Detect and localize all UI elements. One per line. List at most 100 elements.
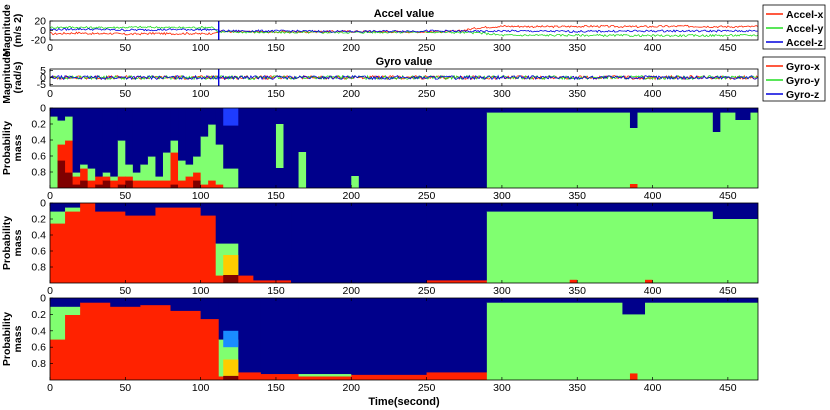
x-tick-label: 250: [418, 88, 436, 100]
y-tick-label: 20: [34, 16, 46, 28]
x-tick-label: 400: [644, 382, 662, 394]
area-overlay-green-1: [275, 124, 284, 168]
area-green-seg-0: [50, 306, 66, 340]
area-navy-seg-0: [50, 108, 59, 117]
area-green-seg-20: [200, 136, 209, 185]
area-green-seg-13: [147, 156, 157, 181]
x-tick-label: 150: [267, 88, 285, 100]
x-tick-label: 400: [644, 42, 662, 54]
area-navy-seg-2: [80, 298, 111, 303]
area-navy-seg-24: [238, 108, 488, 188]
plot-bg: [50, 21, 758, 40]
legend-entry: Accel-z: [786, 37, 823, 49]
area-overlay-green-3: [351, 176, 359, 188]
y-tick-label: 0: [40, 103, 46, 115]
area-navy-seg-5: [155, 203, 202, 208]
area-darkred-seg-2: [65, 172, 74, 188]
area-green-seg-16: [170, 140, 179, 153]
area-red-seg-18: [185, 176, 194, 188]
area-darkred-seg-1: [57, 160, 66, 188]
area-navy-seg-0: [50, 203, 66, 212]
series-line-Gyro-z: [50, 74, 758, 81]
area-navy-seg-9: [117, 108, 126, 141]
x-tick-label: 350: [568, 42, 586, 54]
y-tick-label: 0: [40, 198, 46, 210]
y-tick-label: 0.4: [31, 325, 46, 337]
area-darkred-seg-16: [170, 184, 179, 188]
area-overlay-green-2: [298, 152, 307, 188]
x-tick-label: 200: [343, 285, 361, 297]
area-red-seg-4: [125, 215, 157, 283]
y-axis-label: mass: [12, 229, 24, 256]
area-navy-seg-12: [140, 108, 149, 165]
x-tick-label: 0: [47, 88, 53, 100]
area-navy-seg-15: [162, 108, 172, 153]
chart-title: Accel value: [374, 8, 435, 20]
area-green-seg-23: [223, 168, 239, 188]
area-navy-seg-10: [291, 203, 428, 283]
x-tick-label: 300: [493, 285, 511, 297]
x-tick-label: 0: [47, 42, 53, 54]
area-green-seg-18: [185, 164, 194, 177]
area-red-seg-3: [95, 211, 126, 283]
area-red-seg-20: [200, 184, 209, 188]
area-navy-seg-4: [80, 108, 89, 165]
x-tick-label: 300: [493, 190, 511, 202]
area-navy-seg-7: [215, 203, 239, 244]
area-green-seg-11: [132, 172, 141, 181]
area-darkred-seg-6: [95, 184, 104, 188]
y-tick-label: 0.8: [31, 358, 46, 370]
area-red-seg-10: [125, 176, 134, 181]
area-green-seg-14: [155, 176, 164, 181]
x-tick-label: 250: [418, 190, 436, 202]
area-red-seg-4: [80, 168, 89, 181]
x-tick-label: 150: [267, 382, 285, 394]
area-overlay-darkred-2: [223, 375, 239, 380]
panel-prob3: 0 50 100 150 200 250 300 350 400 450 0 0.2 0.4 0.6 0.8…: [1, 293, 759, 408]
y-axis-label: Probability: [1, 216, 13, 270]
y-tick-label: -5: [37, 79, 46, 91]
x-tick-label: 100: [192, 190, 210, 202]
area-navy-seg-6: [200, 298, 220, 320]
area-red-seg-0: [50, 339, 66, 380]
x-tick-label: 200: [343, 42, 361, 54]
panel-accel: 0 50 100 150 200 250 300 350 400 450200-20Magnitu…: [1, 4, 826, 57]
area-navy-seg-17: [178, 108, 187, 161]
y-tick-label: 0.6: [31, 246, 46, 258]
area-overlay-red-4: [645, 279, 653, 283]
area-red-seg-4: [140, 304, 172, 380]
area-overlay-navy-6: [735, 108, 751, 120]
area-darkred-seg-9: [117, 184, 126, 188]
y-tick-label: 0.8: [31, 262, 46, 274]
area-red-seg-9: [253, 279, 292, 283]
area-green-seg-0: [50, 211, 66, 224]
area-darkred-seg-4: [80, 180, 89, 188]
area-green-seg-1: [57, 120, 66, 145]
x-tick-label: 150: [267, 42, 285, 54]
area-red-seg-2: [80, 302, 111, 380]
area-darkred-seg-10: [125, 180, 134, 188]
area-red-seg-11: [426, 279, 488, 283]
area-green-seg-1: [65, 207, 81, 212]
panel-gyro: 0 50 100 150 200 250 300 350 400 45050-5Magnitude…: [1, 51, 826, 104]
y-axis-label: Probability: [1, 312, 13, 366]
plot-area-prob1: [50, 108, 758, 188]
area-overlay-navy-3: [622, 298, 646, 315]
area-overlay-navy-2: [622, 203, 646, 211]
area-green-seg-5: [87, 168, 96, 181]
legend-entry: Gyro-z: [786, 89, 819, 101]
area-overlay-darkred-1: [223, 275, 239, 283]
area-red-seg-12: [426, 371, 488, 380]
plot-area-prob2: [50, 203, 758, 283]
x-tick-label: 350: [568, 285, 586, 297]
area-overlay-navy-5: [712, 108, 721, 132]
area-green-seg-2: [65, 116, 74, 141]
area-red-seg-1: [65, 314, 81, 380]
area-red-seg-3: [72, 176, 81, 185]
x-tick-label: 300: [493, 42, 511, 54]
area-navy-seg-14: [155, 108, 164, 177]
area-navy-seg-7: [102, 108, 111, 173]
area-navy-seg-11: [132, 108, 141, 173]
area-red-seg-6: [200, 318, 220, 380]
area-overlay-navy-4: [629, 108, 638, 128]
